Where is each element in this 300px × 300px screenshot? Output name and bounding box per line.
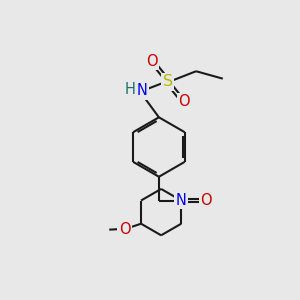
Text: N: N bbox=[176, 193, 187, 208]
Text: H: H bbox=[124, 82, 136, 98]
Text: S: S bbox=[163, 74, 173, 89]
Text: N: N bbox=[136, 83, 147, 98]
Text: O: O bbox=[178, 94, 190, 110]
Text: O: O bbox=[200, 193, 212, 208]
Text: O: O bbox=[119, 222, 130, 237]
Text: O: O bbox=[146, 54, 157, 69]
